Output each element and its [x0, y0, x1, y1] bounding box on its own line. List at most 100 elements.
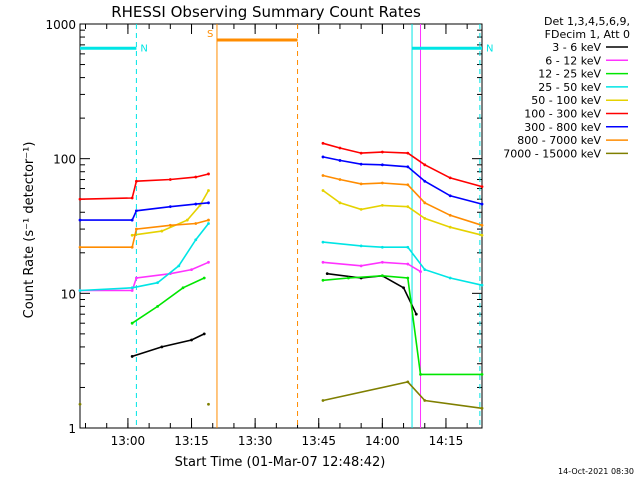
- series-point: [194, 175, 198, 179]
- series-point: [406, 183, 410, 187]
- plot-frame: [79, 23, 483, 429]
- series-point: [130, 218, 134, 222]
- series-point: [78, 218, 82, 222]
- series-point: [321, 399, 325, 402]
- series-point: [168, 223, 172, 227]
- series-point: [78, 197, 82, 201]
- series-point: [130, 233, 134, 237]
- series-point: [480, 233, 484, 237]
- series-point: [480, 185, 484, 189]
- series-point: [130, 355, 134, 358]
- series-point: [202, 276, 206, 280]
- series-point: [380, 274, 384, 278]
- series-point: [480, 223, 484, 227]
- x-tick-label: 13:00: [111, 434, 146, 448]
- series-point: [406, 380, 410, 384]
- series-point: [156, 281, 160, 285]
- series-point: [207, 222, 210, 225]
- series-line: [79, 173, 209, 200]
- series-point: [402, 286, 405, 290]
- series-point: [359, 264, 363, 268]
- x-tick-label: 13:45: [301, 434, 336, 448]
- series-point: [321, 240, 325, 244]
- series-point: [207, 260, 210, 264]
- series-point: [134, 227, 138, 231]
- legend-label: 300 - 800 keV: [524, 121, 601, 134]
- series-point: [380, 163, 384, 167]
- series-point: [202, 332, 206, 336]
- x-tick-label: 13:15: [174, 434, 209, 448]
- series-point: [380, 203, 384, 207]
- series-point: [406, 276, 410, 280]
- series-point: [448, 276, 452, 280]
- series-point: [338, 146, 342, 150]
- series-point: [359, 151, 363, 155]
- series-point: [194, 238, 198, 242]
- series-point: [448, 225, 452, 229]
- series-point: [321, 155, 325, 159]
- legend-label: 100 - 300 keV: [524, 108, 601, 121]
- series-point: [134, 179, 138, 183]
- series-line: [322, 174, 483, 227]
- x-axis-label: Start Time (01-Mar-07 12:48:42): [175, 455, 386, 470]
- series-point: [359, 162, 363, 166]
- series-point: [207, 218, 210, 222]
- series-line: [327, 272, 418, 315]
- series-line: [80, 202, 209, 221]
- series-point: [480, 373, 484, 376]
- series-point: [168, 205, 172, 209]
- series-point: [190, 338, 193, 342]
- series-line: [322, 261, 421, 273]
- series-point: [207, 201, 210, 205]
- series-point: [419, 270, 422, 274]
- annotation-label: N: [486, 43, 493, 54]
- series-point: [359, 208, 363, 211]
- series-point: [185, 218, 189, 222]
- series-point: [423, 268, 427, 272]
- series-point: [406, 262, 410, 266]
- series-point: [423, 201, 427, 205]
- legend-label: 25 - 50 keV: [538, 81, 601, 94]
- series-point: [160, 345, 164, 349]
- series-point: [198, 203, 202, 207]
- legend-label: 12 - 25 keV: [538, 68, 601, 81]
- series-point: [448, 194, 452, 198]
- series-point: [419, 373, 422, 376]
- series-point: [130, 196, 134, 200]
- series-point: [480, 283, 484, 287]
- series-point: [347, 276, 350, 280]
- y-tick-label: 10: [61, 287, 76, 301]
- series-point: [321, 260, 325, 264]
- series-point: [321, 189, 325, 192]
- series-point: [160, 229, 164, 233]
- series-line: [322, 274, 482, 376]
- series-point: [130, 245, 134, 249]
- series-point: [177, 264, 181, 268]
- y-axis-label: Count Rate (s⁻¹ detector⁻¹): [22, 142, 37, 319]
- series-line: [131, 277, 205, 324]
- y-tick-label: 1: [68, 422, 76, 436]
- annotation-label: N: [140, 43, 147, 54]
- y-tick-label: 100: [53, 153, 76, 167]
- chart-title: RHESSI Observing Summary Count Rates: [111, 3, 421, 21]
- series-point: [78, 289, 82, 292]
- series-point: [207, 189, 210, 192]
- series-point: [130, 289, 134, 292]
- series-line: [80, 219, 209, 248]
- series-point: [338, 178, 342, 181]
- series-point: [423, 163, 427, 167]
- series-point: [134, 276, 138, 280]
- x-tick-label: 14:00: [365, 434, 400, 448]
- series-point: [406, 205, 410, 209]
- series-point: [130, 321, 134, 325]
- series-point: [338, 201, 342, 205]
- series-line: [80, 261, 209, 292]
- series-point: [78, 245, 82, 249]
- x-tick-label: 13:30: [238, 434, 273, 448]
- series-point: [406, 151, 410, 155]
- series-point: [480, 202, 484, 206]
- series-point: [156, 304, 160, 308]
- series-point: [448, 213, 452, 217]
